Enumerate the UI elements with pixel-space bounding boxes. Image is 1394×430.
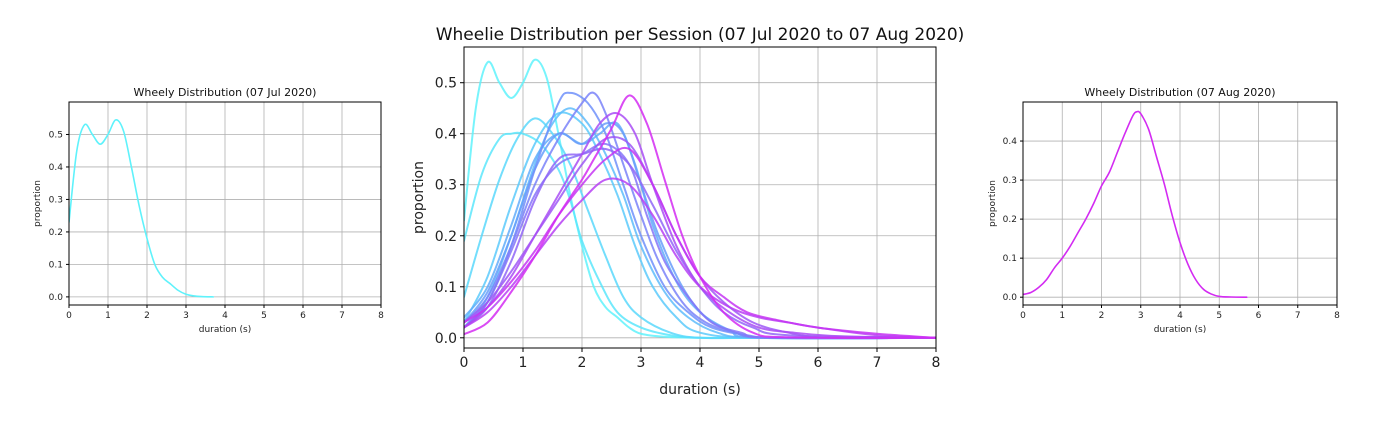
x-tick-label-5: 5 [755, 355, 764, 371]
x-tick-label-1: 1 [105, 311, 111, 321]
y-axis-label: proportion [411, 161, 427, 234]
y-tick-label-3: 0.3 [49, 195, 63, 205]
series-line-15 [464, 94, 936, 339]
x-tick-label-6: 6 [300, 311, 306, 321]
x-tick-label-2: 2 [144, 311, 150, 321]
x-tick-label-8: 8 [1334, 311, 1340, 321]
y-tick-label-2: 0.2 [49, 228, 63, 238]
y-tick-label-3: 0.3 [1003, 176, 1017, 186]
y-tick-label-2: 0.2 [435, 229, 457, 245]
x-tick-label-4: 4 [1177, 311, 1183, 321]
x-axis-label: duration (s) [659, 382, 741, 398]
y-axis-label: proportion [33, 180, 43, 227]
y-tick-label-0: 0.0 [1003, 293, 1018, 303]
x-tick-label-0: 0 [66, 311, 72, 321]
x-tick-label-3: 3 [1138, 311, 1144, 321]
x-tick-label-1: 1 [519, 355, 528, 371]
x-axis-label: duration (s) [199, 325, 251, 335]
y-tick-label-3: 0.3 [435, 178, 457, 194]
chart-title: Wheely Distribution (07 Aug 2020) [1084, 86, 1275, 99]
series-group [464, 58, 936, 340]
x-tick-label-8: 8 [378, 311, 384, 321]
x-tick-label-5: 5 [1216, 311, 1222, 321]
chart-right: 0 1 2 3 4 5 6 7 8 0.0 0.1 0.2 0.3 0.4 Wheely Distribut… [988, 86, 1340, 335]
y-tick-label-0: 0.0 [435, 331, 457, 347]
y-tick-label-1: 0.1 [435, 280, 457, 296]
y-tick-label-0: 0.0 [49, 293, 64, 303]
y-axis-label: proportion [988, 180, 998, 227]
series-line-0 [69, 119, 215, 298]
x-tick-label-0: 0 [460, 355, 469, 371]
x-tick-label-6: 6 [814, 355, 823, 371]
x-axis-label: duration (s) [1154, 325, 1206, 335]
y-tick-label-4: 0.4 [1003, 137, 1018, 147]
y-tick-label-5: 0.5 [49, 130, 63, 140]
chart-title: Wheelie Distribution per Session (07 Jul… [436, 25, 965, 45]
x-tick-label-3: 3 [183, 311, 189, 321]
y-tick-label-1: 0.1 [49, 260, 63, 270]
x-tick-label-4: 4 [222, 311, 228, 321]
series-group [1023, 110, 1248, 298]
x-tick-label-4: 4 [696, 355, 705, 371]
series-group [69, 119, 215, 298]
x-tick-label-5: 5 [261, 311, 267, 321]
series-line-2 [464, 117, 936, 340]
x-tick-label-6: 6 [1256, 311, 1262, 321]
x-tick-label-0: 0 [1020, 311, 1026, 321]
chart-main: 0 1 2 3 4 5 6 7 8 0.0 0.1 0.2 0.3 0.4 0.5 Wheelie Distr… [411, 25, 964, 398]
x-tick-label-7: 7 [339, 311, 345, 321]
y-tick-label-4: 0.4 [435, 127, 457, 143]
x-tick-label-7: 7 [1295, 311, 1301, 321]
series-line-10 [464, 147, 936, 339]
chart-title: Wheely Distribution (07 Jul 2020) [134, 86, 317, 99]
x-tick-label-8: 8 [932, 355, 941, 371]
series-line-12 [464, 111, 936, 339]
series-line-0 [1023, 110, 1248, 298]
series-line-3 [464, 111, 936, 340]
y-tick-label-1: 0.1 [1003, 254, 1017, 264]
chart-left: 0 1 2 3 4 5 6 7 8 0.0 0.1 0.2 0.3 0.4 0.5 Wheely Distri… [33, 86, 384, 335]
series-line-14 [464, 146, 936, 339]
x-tick-label-2: 2 [578, 355, 587, 371]
x-tick-label-7: 7 [873, 355, 882, 371]
x-tick-label-2: 2 [1099, 311, 1105, 321]
y-tick-label-2: 0.2 [1003, 215, 1017, 225]
y-tick-label-4: 0.4 [49, 163, 64, 173]
series-line-9 [464, 142, 936, 340]
x-tick-label-3: 3 [637, 355, 646, 371]
x-tick-label-1: 1 [1059, 311, 1065, 321]
y-tick-label-5: 0.5 [435, 76, 457, 92]
